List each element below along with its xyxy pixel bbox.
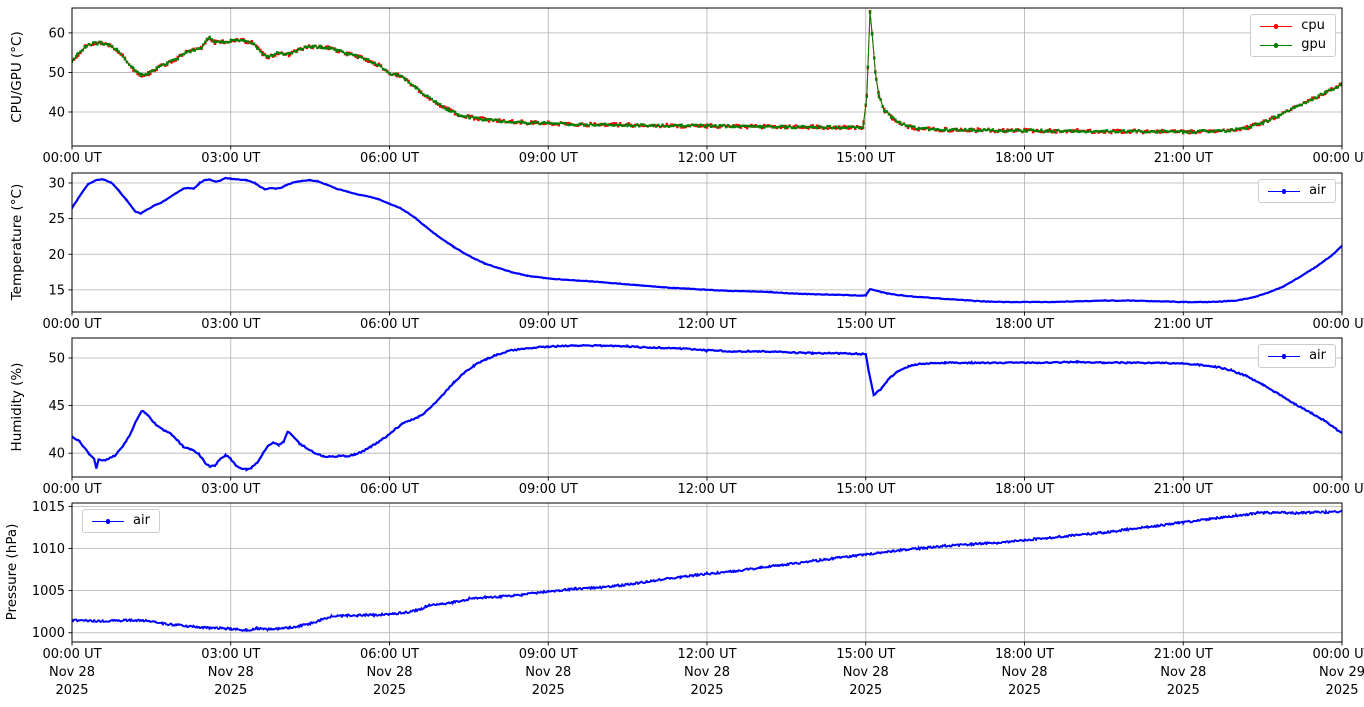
legend-entry-air-pressure: air bbox=[92, 514, 150, 528]
svg-text:18:00 UT: 18:00 UT bbox=[995, 647, 1054, 662]
svg-text:60: 60 bbox=[48, 26, 65, 41]
svg-text:12:00 UT: 12:00 UT bbox=[677, 647, 736, 662]
svg-text:06:00 UT: 06:00 UT bbox=[360, 647, 419, 662]
svg-text:03:00 UT: 03:00 UT bbox=[201, 151, 260, 166]
svg-text:12:00 UT: 12:00 UT bbox=[677, 151, 736, 166]
air-pressure-line-marker-icon bbox=[92, 517, 124, 526]
svg-text:50: 50 bbox=[48, 351, 65, 366]
svg-text:Nov 28: Nov 28 bbox=[49, 665, 95, 680]
svg-text:03:00 UT: 03:00 UT bbox=[201, 482, 260, 497]
svg-text:00:00 UT: 00:00 UT bbox=[42, 647, 101, 662]
legend-label-cpu: cpu bbox=[1301, 18, 1325, 33]
svg-text:2025: 2025 bbox=[55, 683, 88, 698]
svg-text:09:00 UT: 09:00 UT bbox=[519, 317, 578, 332]
svg-text:Nov 28: Nov 28 bbox=[1160, 665, 1206, 680]
legend-entry-air-humidity: air bbox=[1268, 349, 1326, 363]
svg-text:15:00 UT: 15:00 UT bbox=[836, 647, 895, 662]
svg-text:Nov 28: Nov 28 bbox=[1001, 665, 1047, 680]
svg-text:09:00 UT: 09:00 UT bbox=[519, 647, 578, 662]
cpu-line-marker-icon bbox=[1260, 22, 1293, 31]
svg-text:00:00 UT: 00:00 UT bbox=[42, 482, 101, 497]
svg-text:06:00 UT: 06:00 UT bbox=[360, 482, 419, 497]
svg-text:2025: 2025 bbox=[1167, 683, 1200, 698]
svg-text:2025: 2025 bbox=[373, 683, 406, 698]
svg-text:2025: 2025 bbox=[1325, 683, 1358, 698]
svg-text:1005: 1005 bbox=[32, 584, 65, 599]
ylabel-temperature: Temperature (°C) bbox=[9, 183, 25, 301]
svg-text:20: 20 bbox=[48, 248, 65, 263]
svg-text:40: 40 bbox=[48, 447, 65, 462]
ylabel-humidity: Humidity (%) bbox=[9, 362, 25, 452]
svg-text:1010: 1010 bbox=[32, 542, 65, 557]
svg-text:15:00 UT: 15:00 UT bbox=[836, 151, 895, 166]
svg-text:21:00 UT: 21:00 UT bbox=[1154, 317, 1213, 332]
svg-text:21:00 UT: 21:00 UT bbox=[1154, 151, 1213, 166]
svg-text:06:00 UT: 06:00 UT bbox=[360, 317, 419, 332]
ylabel-cpu-gpu: CPU/GPU (°C) bbox=[9, 31, 25, 123]
svg-text:Nov 29: Nov 29 bbox=[1319, 665, 1364, 680]
legend-label-air-humidity: air bbox=[1309, 348, 1326, 363]
svg-text:18:00 UT: 18:00 UT bbox=[995, 151, 1054, 166]
air-humidity-line-marker-icon bbox=[1268, 352, 1301, 361]
legend-label-air-pressure: air bbox=[133, 513, 150, 528]
svg-text:30: 30 bbox=[48, 176, 65, 191]
svg-text:09:00 UT: 09:00 UT bbox=[519, 151, 578, 166]
svg-text:06:00 UT: 06:00 UT bbox=[360, 151, 419, 166]
svg-text:03:00 UT: 03:00 UT bbox=[201, 647, 260, 662]
svg-text:21:00 UT: 21:00 UT bbox=[1154, 482, 1213, 497]
svg-text:Nov 28: Nov 28 bbox=[525, 665, 571, 680]
svg-text:2025: 2025 bbox=[1008, 683, 1041, 698]
svg-text:15:00 UT: 15:00 UT bbox=[836, 317, 895, 332]
svg-text:Nov 28: Nov 28 bbox=[684, 665, 730, 680]
svg-text:03:00 UT: 03:00 UT bbox=[201, 317, 260, 332]
legend-entry-gpu: gpu bbox=[1260, 38, 1326, 52]
legend-temperature: air bbox=[1258, 179, 1336, 203]
svg-text:00:00 UT: 00:00 UT bbox=[42, 151, 101, 166]
svg-text:18:00 UT: 18:00 UT bbox=[995, 482, 1054, 497]
svg-text:09:00 UT: 09:00 UT bbox=[519, 482, 578, 497]
svg-text:00:00 UT: 00:00 UT bbox=[42, 317, 101, 332]
svg-text:15:00 UT: 15:00 UT bbox=[836, 482, 895, 497]
svg-text:18:00 UT: 18:00 UT bbox=[995, 317, 1054, 332]
svg-text:45: 45 bbox=[48, 399, 65, 414]
svg-text:00:00 UT: 00:00 UT bbox=[1312, 647, 1364, 662]
legend-pressure: air bbox=[82, 509, 160, 533]
svg-text:2025: 2025 bbox=[214, 683, 247, 698]
svg-text:Nov 28: Nov 28 bbox=[366, 665, 412, 680]
svg-text:2025: 2025 bbox=[849, 683, 882, 698]
svg-text:1000: 1000 bbox=[32, 626, 65, 641]
svg-text:00:00 UT: 00:00 UT bbox=[1312, 151, 1364, 166]
svg-text:Nov 28: Nov 28 bbox=[843, 665, 889, 680]
svg-text:2025: 2025 bbox=[690, 683, 723, 698]
svg-text:25: 25 bbox=[48, 212, 65, 227]
legend-entry-cpu: cpu bbox=[1260, 19, 1326, 33]
legend-entry-air-temp: air bbox=[1268, 184, 1326, 198]
svg-text:1015: 1015 bbox=[32, 500, 65, 515]
svg-text:21:00 UT: 21:00 UT bbox=[1154, 647, 1213, 662]
ylabel-pressure: Pressure (hPa) bbox=[4, 523, 20, 621]
air-temp-line-marker-icon bbox=[1268, 187, 1301, 196]
legend-cpu-gpu: cpu gpu bbox=[1250, 14, 1336, 57]
svg-text:50: 50 bbox=[48, 66, 65, 81]
svg-text:Nov 28: Nov 28 bbox=[208, 665, 254, 680]
legend-label-gpu: gpu bbox=[1301, 37, 1326, 52]
legend-label-air-temp: air bbox=[1309, 183, 1326, 198]
svg-text:12:00 UT: 12:00 UT bbox=[677, 482, 736, 497]
svg-text:00:00 UT: 00:00 UT bbox=[1312, 317, 1364, 332]
svg-text:15: 15 bbox=[48, 283, 65, 298]
svg-text:00:00 UT: 00:00 UT bbox=[1312, 482, 1364, 497]
gpu-line-marker-icon bbox=[1260, 41, 1293, 50]
svg-text:12:00 UT: 12:00 UT bbox=[677, 317, 736, 332]
legend-humidity: air bbox=[1258, 344, 1336, 368]
svg-text:2025: 2025 bbox=[532, 683, 565, 698]
svg-text:40: 40 bbox=[48, 105, 65, 120]
